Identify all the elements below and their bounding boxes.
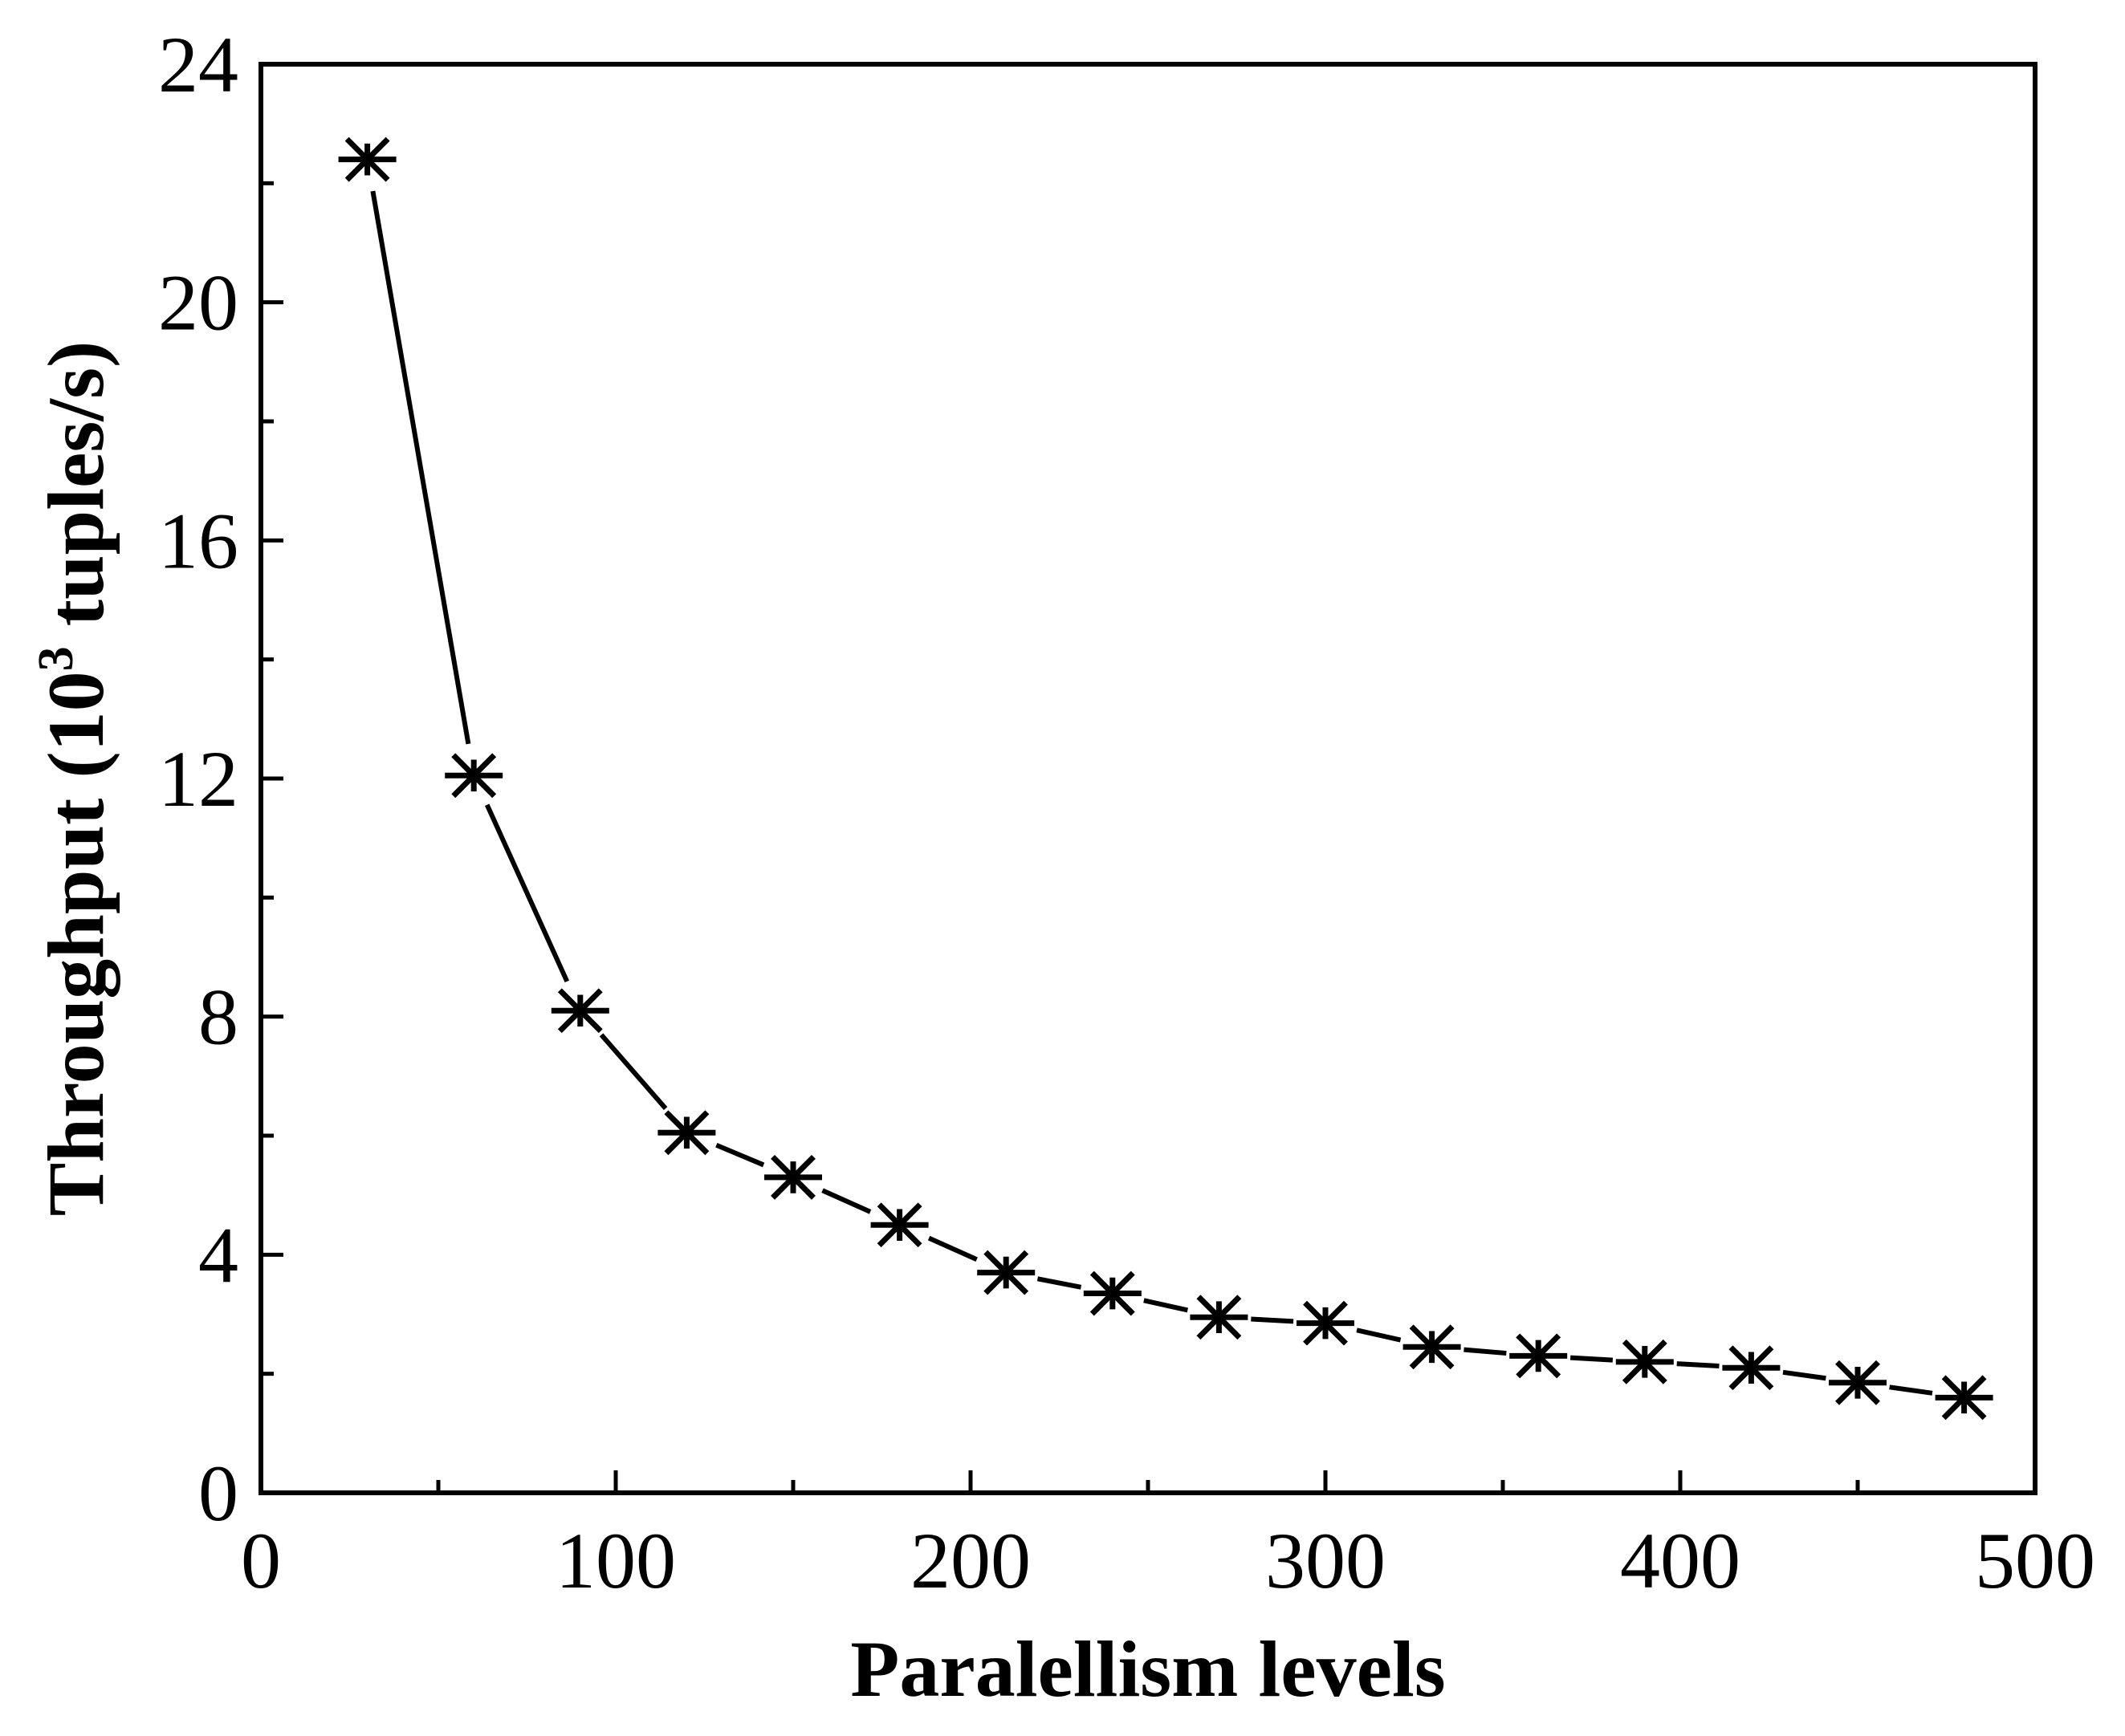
asterisk-marker <box>977 1250 1036 1295</box>
data-point-marker <box>764 1154 822 1200</box>
asterisk-marker <box>1829 1360 1887 1405</box>
x-tick-label: 400 <box>1620 1516 1740 1605</box>
asterisk-marker <box>1190 1295 1248 1340</box>
series-line-segment <box>1676 1361 1720 1369</box>
asterisk-marker <box>1509 1333 1568 1379</box>
data-point-marker <box>870 1202 929 1248</box>
asterisk-marker <box>445 753 503 799</box>
data-point-marker <box>1297 1300 1354 1346</box>
data-point-marker <box>445 753 503 799</box>
data-point-marker <box>657 1110 716 1156</box>
y-tick-label: 20 <box>158 258 238 348</box>
series-line-segment <box>370 190 471 745</box>
data-point-marker <box>1829 1360 1887 1405</box>
y-tick-label: 4 <box>198 1210 238 1299</box>
data-point-marker <box>551 988 609 1034</box>
series-line-segment <box>821 1188 872 1214</box>
asterisk-marker <box>1935 1375 1993 1421</box>
y-tick-label: 24 <box>158 20 238 109</box>
y-tick-label: 16 <box>158 496 238 585</box>
series-line-segment <box>1036 1276 1082 1290</box>
series-line-segment <box>484 803 570 983</box>
asterisk-marker <box>764 1154 822 1200</box>
series-line-segment <box>1251 1316 1294 1324</box>
data-point-marker <box>1935 1375 1993 1421</box>
asterisk-marker <box>1297 1300 1354 1346</box>
series-line-segment <box>1782 1369 1826 1381</box>
x-tick-label: 500 <box>1975 1516 2095 1605</box>
tick-labels: 0 100 200 300 400 500 0 4 8 12 16 20 24 <box>158 20 2095 1605</box>
data-series <box>338 136 1993 1421</box>
data-point-marker <box>1402 1324 1461 1370</box>
y-axis-title-suffix: tuples/s) <box>31 341 120 647</box>
x-tick-label: 100 <box>556 1516 676 1605</box>
series-line-segment <box>599 1033 668 1111</box>
series-line-segment <box>715 1142 765 1168</box>
asterisk-marker <box>1083 1270 1142 1316</box>
asterisk-marker <box>1615 1339 1674 1384</box>
x-axis-title: Paralellism levels <box>850 1624 1445 1714</box>
series-line-segment <box>1889 1384 1933 1396</box>
y-axis-title: Throughput (103 tuples/s) <box>29 341 120 1217</box>
data-point-marker <box>1509 1333 1568 1379</box>
data-point-marker <box>977 1250 1036 1295</box>
asterisk-marker <box>1402 1324 1461 1370</box>
asterisk-marker <box>1722 1345 1781 1391</box>
data-point-marker <box>1722 1345 1781 1391</box>
y-tick-label: 8 <box>198 973 238 1062</box>
series-line-segment <box>927 1235 978 1262</box>
x-tick-label: 200 <box>910 1516 1031 1605</box>
asterisk-marker <box>551 988 609 1034</box>
x-tick-label: 0 <box>241 1516 281 1605</box>
data-point-marker <box>1190 1295 1248 1340</box>
data-point-marker <box>1615 1339 1674 1384</box>
asterisk-marker <box>870 1202 929 1248</box>
y-axis-title-superscript: 3 <box>29 646 83 671</box>
series-line-segment <box>1569 1355 1614 1363</box>
data-point-marker <box>338 136 397 182</box>
y-tick-label: 12 <box>158 734 238 823</box>
x-tick-label: 300 <box>1265 1516 1386 1605</box>
series-line-segment <box>1356 1327 1402 1343</box>
y-axis-title-prefix: Throughput (10 <box>31 671 120 1216</box>
asterisk-marker <box>338 136 397 182</box>
series-line-segment <box>1463 1347 1507 1356</box>
series-line-segment <box>1143 1298 1189 1313</box>
plot-frame <box>259 62 2037 1495</box>
axis-ticks <box>259 62 2037 1495</box>
data-point-marker <box>1083 1270 1142 1316</box>
y-tick-label: 0 <box>198 1449 238 1538</box>
asterisk-marker <box>657 1110 716 1156</box>
